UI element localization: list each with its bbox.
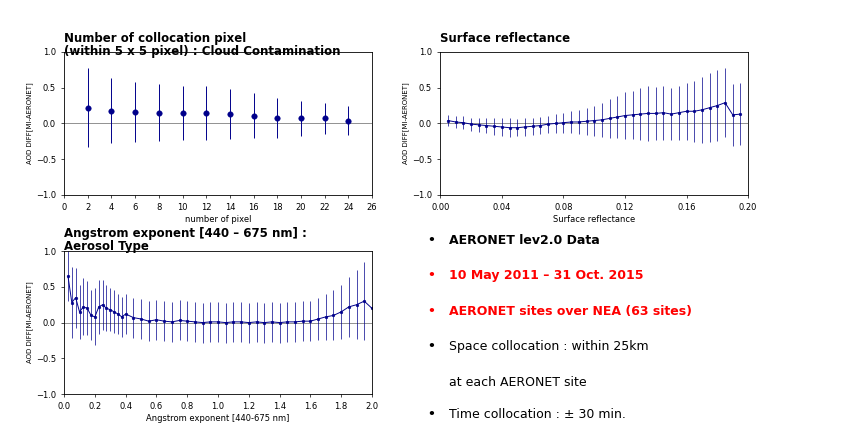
X-axis label: number of pixel: number of pixel (185, 215, 251, 224)
Text: at each AERONET site: at each AERONET site (449, 376, 587, 389)
X-axis label: Angstrom exponent [440-675 nm]: Angstrom exponent [440-675 nm] (146, 414, 290, 423)
Text: •: • (428, 408, 435, 421)
Text: •: • (428, 234, 435, 247)
Text: 10 May 2011 – 31 Oct. 2015: 10 May 2011 – 31 Oct. 2015 (449, 269, 643, 282)
Text: Time collocation : ± 30 min.: Time collocation : ± 30 min. (449, 408, 626, 421)
Text: (within 5 x 5 pixel) : Cloud Contamination: (within 5 x 5 pixel) : Cloud Contaminati… (64, 45, 340, 58)
Text: •: • (428, 269, 435, 282)
Text: AERONET sites over NEA (63 sites): AERONET sites over NEA (63 sites) (449, 305, 692, 318)
Text: Number of collocation pixel: Number of collocation pixel (64, 32, 246, 45)
Text: Angstrom exponent [440 – 675 nm] :: Angstrom exponent [440 – 675 nm] : (64, 227, 307, 240)
Y-axis label: AOD DIFF[MI-AERONET]: AOD DIFF[MI-AERONET] (27, 282, 32, 363)
Y-axis label: AOD DIFF[MI-AERONET]: AOD DIFF[MI-AERONET] (27, 83, 32, 164)
Text: Aerosol Type: Aerosol Type (64, 240, 149, 253)
Text: Surface reflectance: Surface reflectance (440, 32, 570, 45)
Text: AERONET lev2.0 Data: AERONET lev2.0 Data (449, 234, 599, 247)
Text: •: • (428, 305, 435, 318)
X-axis label: Surface reflectance: Surface reflectance (553, 215, 635, 224)
Y-axis label: AOD DIFF[MI-AERONET]: AOD DIFF[MI-AERONET] (403, 83, 409, 164)
Text: •: • (428, 340, 435, 353)
Text: Space collocation : within 25km: Space collocation : within 25km (449, 340, 648, 353)
